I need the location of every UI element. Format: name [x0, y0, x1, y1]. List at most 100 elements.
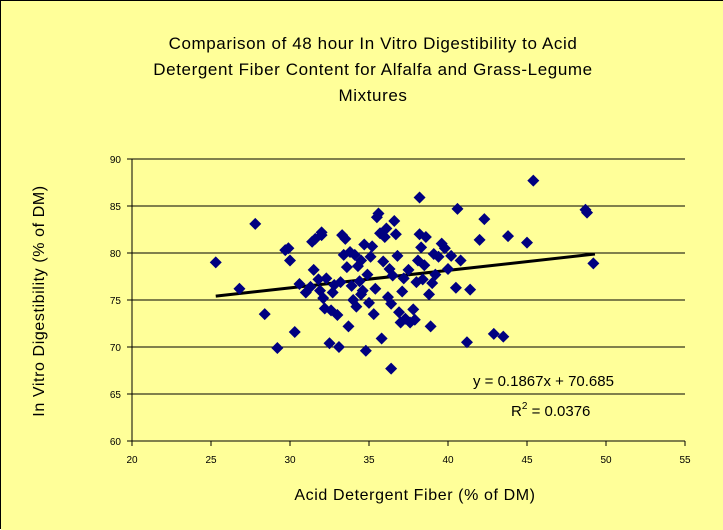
- data-point: [396, 285, 409, 298]
- data-point: [391, 249, 404, 262]
- data-point: [393, 306, 406, 319]
- y-tick-label: 90: [110, 155, 122, 166]
- data-point: [375, 332, 388, 345]
- data-point: [581, 206, 594, 219]
- data-point: [438, 242, 451, 255]
- chart-title-line-1: Comparison of 48 hour In Vitro Digestibi…: [169, 34, 578, 53]
- r-squared-label: R2 = 0.0376: [511, 401, 590, 420]
- x-tick-labels: 20 25 30 35 40 45 50 55: [126, 441, 691, 466]
- data-point: [304, 280, 317, 293]
- data-point: [418, 259, 431, 272]
- data-point: [361, 268, 374, 281]
- data-point: [356, 284, 369, 297]
- data-point: [284, 254, 296, 267]
- data-point: [445, 249, 458, 262]
- x-tick-label: 50: [600, 455, 612, 466]
- data-point: [367, 308, 380, 321]
- data-point: [408, 313, 421, 326]
- data-point: [402, 263, 415, 276]
- data-point: [478, 213, 491, 226]
- x-tick-label: 55: [679, 455, 691, 466]
- x-tick-label: 45: [521, 455, 533, 466]
- chart-title: Comparison of 48 hour In Vitro Digestibi…: [153, 34, 592, 105]
- data-point: [258, 308, 271, 321]
- data-point: [366, 240, 379, 253]
- data-points: [209, 174, 600, 375]
- y-tick-label: 65: [110, 390, 122, 401]
- data-point: [358, 238, 371, 251]
- data-point: [380, 222, 393, 235]
- data-point: [307, 263, 320, 276]
- data-point: [378, 231, 391, 244]
- data-point: [385, 297, 398, 310]
- y-axis-title: In Vitro Digestibility (% of DM): [31, 185, 48, 416]
- data-point: [423, 288, 436, 301]
- trendline-equation: y = 0.1867x + 70.685: [473, 373, 614, 390]
- data-point: [497, 330, 510, 343]
- data-point: [332, 341, 345, 353]
- data-point: [334, 276, 347, 289]
- data-point: [377, 255, 390, 268]
- data-point: [416, 273, 429, 286]
- x-tick-label: 25: [205, 455, 217, 466]
- data-point: [385, 362, 398, 375]
- data-point: [340, 261, 353, 274]
- data-point: [424, 320, 437, 333]
- r-squared-value: = 0.0376: [527, 403, 590, 420]
- data-point: [331, 309, 344, 322]
- r-squared-prefix: R: [511, 403, 522, 420]
- data-point: [451, 202, 464, 215]
- data-point: [320, 272, 333, 285]
- data-point: [339, 232, 352, 245]
- y-tick-label: 85: [110, 202, 122, 213]
- chart-title-line-3: Mixtures: [338, 86, 407, 105]
- data-point: [315, 229, 328, 242]
- data-point: [454, 254, 467, 267]
- data-point: [460, 336, 473, 349]
- data-point: [345, 279, 358, 292]
- x-tick-label: 35: [363, 455, 375, 466]
- data-point: [355, 254, 368, 267]
- data-point: [389, 228, 402, 241]
- data-point: [449, 281, 462, 294]
- x-axis-title: Acid Detergent Fiber (% of DM): [294, 487, 535, 504]
- x-tick-label: 30: [284, 455, 296, 466]
- data-point: [363, 296, 375, 309]
- data-point: [359, 344, 372, 357]
- chart-title-line-2: Detergent Fiber Content for Alfalfa and …: [153, 60, 592, 79]
- data-point: [271, 341, 284, 354]
- data-point: [429, 268, 442, 281]
- data-point: [323, 337, 336, 350]
- data-point: [372, 207, 385, 220]
- data-point: [464, 283, 477, 296]
- data-point: [353, 275, 366, 288]
- data-point: [369, 282, 382, 295]
- data-point: [397, 272, 410, 285]
- r-squared-superscript: 2: [522, 401, 528, 412]
- data-point: [282, 242, 295, 255]
- data-point: [386, 269, 399, 282]
- y-tick-label: 70: [110, 343, 122, 354]
- y-tick-label: 75: [110, 296, 122, 307]
- data-point: [407, 303, 420, 316]
- data-point: [432, 250, 445, 263]
- data-point: [342, 320, 355, 333]
- data-point: [350, 300, 363, 313]
- x-tick-label: 40: [442, 455, 454, 466]
- data-point: [442, 262, 454, 275]
- data-point: [587, 257, 600, 270]
- gridlines: [132, 158, 685, 395]
- data-point: [317, 292, 330, 305]
- data-point: [487, 327, 500, 340]
- x-tick-label: 20: [126, 455, 138, 466]
- data-point: [502, 230, 515, 243]
- data-point: [293, 278, 306, 291]
- data-point: [419, 231, 432, 244]
- data-point: [364, 250, 377, 263]
- y-tick-labels: 60 65 70 75 80 85 90: [110, 155, 132, 448]
- data-point: [388, 215, 401, 228]
- data-point: [473, 233, 486, 246]
- data-point: [527, 174, 540, 187]
